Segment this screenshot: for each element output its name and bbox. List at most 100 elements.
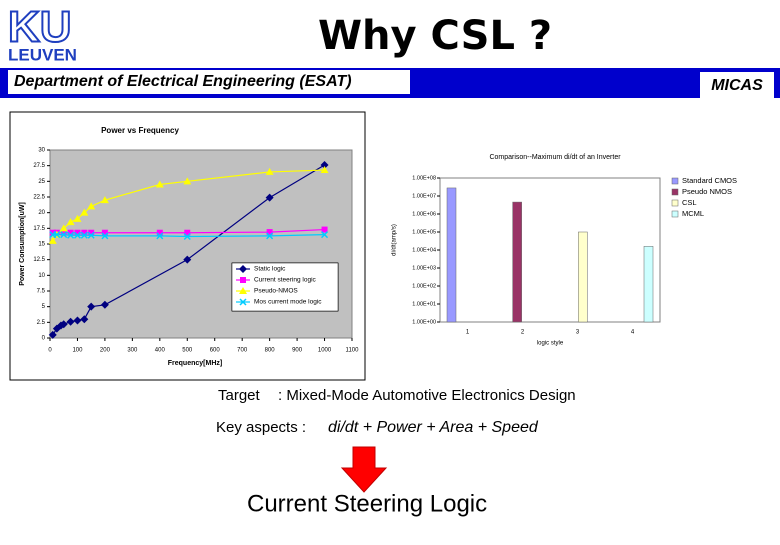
legend-label: Mos current mode logic (254, 299, 322, 306)
marker (88, 229, 95, 236)
marker (183, 232, 191, 241)
x-tick-label: 500 (182, 348, 193, 354)
x-tick-label: 4 (631, 330, 635, 336)
marker (100, 300, 109, 309)
group: MICAS (711, 77, 763, 94)
marker (239, 265, 247, 273)
marker (101, 232, 109, 240)
legend-label: CSL (682, 198, 697, 207)
marker (74, 229, 81, 236)
target-text: : Mixed-Mode Automotive Electronics Desi… (278, 387, 576, 404)
x-tick-label: 3 (576, 330, 580, 336)
marker (156, 229, 163, 236)
series-line (52, 234, 325, 238)
marker (66, 317, 75, 326)
x-tick-label: 900 (292, 348, 303, 354)
marker (59, 224, 68, 232)
marker (266, 232, 274, 240)
slide-title: Why CSL ? (318, 13, 552, 59)
marker (156, 232, 164, 240)
y-tick-label: 30 (38, 148, 45, 154)
department-box (8, 70, 410, 94)
marker (100, 196, 109, 204)
y-tick-label: 1.00E+04 (412, 247, 436, 253)
marker (80, 231, 88, 239)
marker (53, 231, 61, 239)
x-tick-label: 0 (48, 348, 52, 354)
logo-text: LEUVEN (8, 45, 77, 64)
marker (87, 202, 96, 210)
aspects-label: Key aspects : (216, 419, 306, 436)
marker (239, 298, 247, 306)
target-label: Target (218, 387, 261, 404)
y-tick-label: 2.5 (37, 320, 46, 326)
legend-label: Standard CMOS (682, 176, 737, 185)
x-tick-label: 200 (100, 348, 111, 354)
marker (184, 229, 191, 236)
marker (49, 229, 56, 236)
y-tick-label: 7.5 (37, 289, 46, 295)
x-tick-label: 1000 (318, 348, 332, 354)
y-tick-label: 22.5 (33, 195, 45, 201)
y-tick-label: 1.00E+01 (412, 301, 436, 307)
x-tick-label: 600 (210, 348, 221, 354)
marker (87, 231, 95, 239)
x-axis-label: Frequency[MHz] (168, 360, 222, 367)
legend-swatch (671, 210, 679, 218)
y-tick-label: 12.5 (33, 257, 45, 263)
y-tick-label: 1.00E+08 (412, 175, 436, 181)
x-tick-label: 1100 (346, 348, 360, 354)
y-tick-label: 1.00E+05 (412, 229, 436, 235)
marker (48, 236, 57, 244)
chart-title: Comparison--Maximum di/dt of an Inverter (489, 154, 621, 161)
y-tick-label: 1.00E+07 (412, 193, 436, 199)
chart-title: Power vs Frequency (101, 126, 179, 135)
y-tick-label: 5 (42, 304, 46, 310)
group-box (700, 72, 774, 98)
marker (81, 229, 88, 236)
marker (183, 255, 192, 264)
department: Department of Electrical Engineering (ES… (14, 73, 352, 90)
marker (60, 229, 67, 236)
bar (578, 231, 588, 323)
marker (67, 231, 75, 239)
y-tick-label: 1.00E+03 (412, 265, 436, 271)
marker (80, 208, 89, 216)
marker (240, 277, 246, 283)
marker (87, 302, 96, 311)
y-tick-label: 20 (38, 210, 45, 216)
y-tick-label: 10 (38, 273, 45, 279)
legend-swatch (671, 199, 679, 207)
legend-box (231, 262, 339, 312)
conclusion: Current Steering Logic (247, 490, 487, 517)
marker (67, 229, 74, 236)
y-axis-label: Power Consumption[uW] (19, 202, 26, 286)
arrow (340, 446, 388, 493)
marker (73, 214, 82, 222)
x-tick-label: 300 (127, 348, 138, 354)
y-tick-label: 15 (38, 242, 45, 248)
x-tick-label: 100 (72, 348, 83, 354)
legend-label: Static logic (254, 266, 286, 273)
marker (266, 229, 273, 236)
y-tick-label: 1.00E+02 (412, 283, 436, 289)
y-tick-label: 25 (38, 179, 45, 185)
x-tick-label: 2 (521, 330, 525, 336)
x-tick-label: 400 (155, 348, 166, 354)
marker (73, 316, 82, 325)
marker (60, 231, 68, 239)
logo-mark: KU (8, 3, 72, 52)
marker (66, 218, 75, 226)
aspects-text: di/dt + Power + Area + Speed (328, 419, 539, 436)
marker (265, 193, 274, 202)
bar (512, 201, 522, 323)
legend-label: MCML (682, 209, 704, 218)
marker (101, 229, 108, 236)
marker (239, 287, 247, 294)
y-tick-label: 1.00E+06 (412, 211, 436, 217)
marker (183, 177, 192, 185)
marker (320, 166, 329, 174)
bar (643, 246, 654, 323)
marker (321, 231, 329, 239)
